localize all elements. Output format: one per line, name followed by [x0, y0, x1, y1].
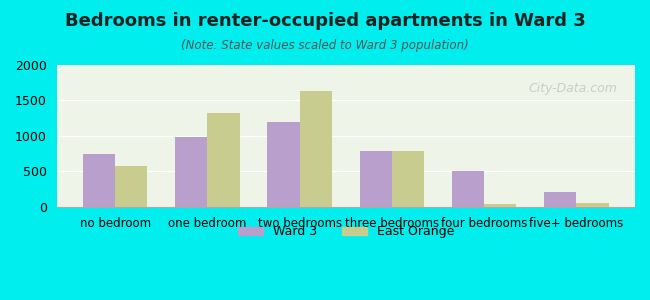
Bar: [175, 137, 207, 207]
Bar: [484, 204, 517, 207]
Text: Bedrooms in renter-occupied apartments in Ward 3: Bedrooms in renter-occupied apartments i…: [64, 12, 586, 30]
Bar: [544, 192, 577, 207]
Text: City-Data.com: City-Data.com: [528, 82, 618, 95]
Bar: [300, 91, 332, 207]
Bar: [452, 172, 484, 207]
Text: (Note: State values scaled to Ward 3 population): (Note: State values scaled to Ward 3 pop…: [181, 39, 469, 52]
Bar: [207, 113, 240, 207]
Bar: [392, 151, 424, 207]
Bar: [83, 154, 115, 207]
Bar: [115, 167, 148, 207]
Bar: [359, 151, 392, 207]
Bar: [577, 203, 608, 207]
Legend: Ward 3, East Orange: Ward 3, East Orange: [233, 220, 459, 243]
Bar: [267, 122, 300, 207]
